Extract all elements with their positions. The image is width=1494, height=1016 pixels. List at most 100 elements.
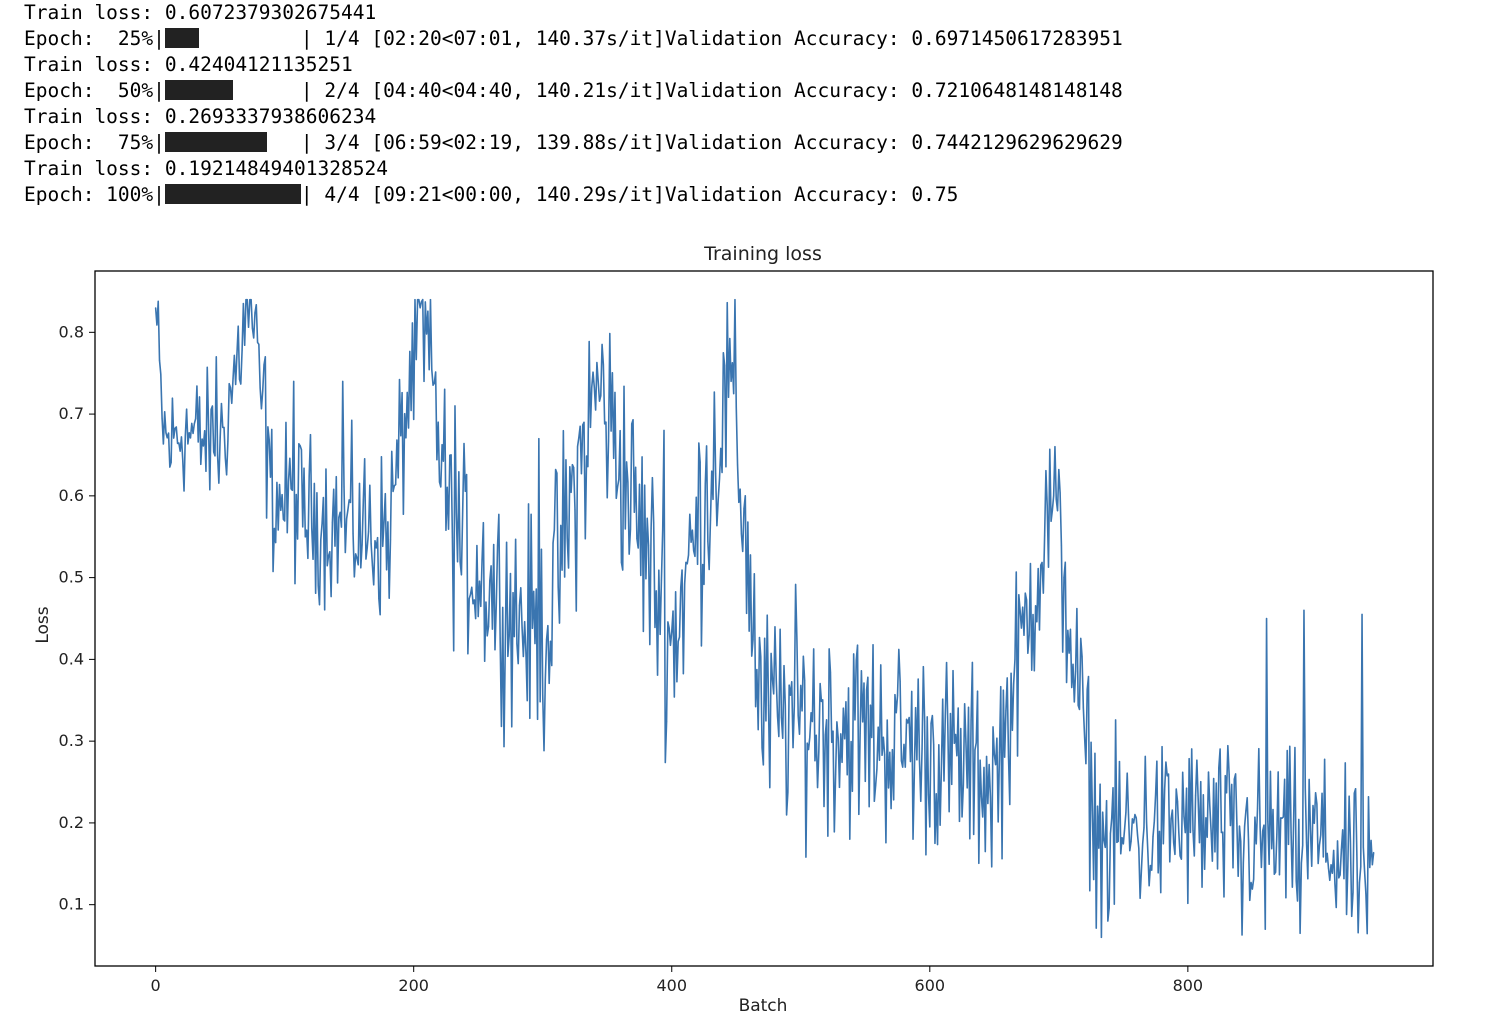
data-point bbox=[1210, 830, 1212, 832]
data-point bbox=[382, 545, 384, 547]
data-point bbox=[374, 540, 376, 542]
data-point bbox=[912, 838, 914, 840]
data-point bbox=[587, 466, 589, 468]
data-point bbox=[507, 655, 509, 657]
data-point bbox=[637, 547, 639, 549]
data-point bbox=[605, 421, 607, 423]
data-point bbox=[875, 785, 877, 787]
data-point bbox=[618, 478, 620, 481]
data-point bbox=[338, 516, 340, 518]
data-point bbox=[317, 585, 319, 587]
data-point bbox=[1345, 913, 1348, 916]
data-point bbox=[226, 474, 228, 476]
data-point bbox=[846, 774, 848, 776]
y-tick-label: 0.6 bbox=[59, 486, 84, 505]
data-point bbox=[567, 567, 570, 569]
data-point bbox=[838, 786, 841, 788]
data-point bbox=[347, 509, 349, 511]
data-point bbox=[933, 744, 935, 746]
data-point bbox=[272, 570, 274, 573]
data-point bbox=[935, 793, 937, 795]
data-point bbox=[1234, 773, 1237, 775]
epoch-progress-line: Epoch: 75%| | 3/4 [06:59<02:19, 139.88s/i… bbox=[24, 130, 1123, 156]
data-point bbox=[1131, 818, 1133, 820]
data-point bbox=[425, 333, 428, 335]
data-point bbox=[804, 679, 806, 682]
data-point bbox=[558, 622, 561, 624]
data-point bbox=[1188, 758, 1190, 760]
data-point bbox=[1102, 811, 1104, 813]
data-point bbox=[155, 307, 157, 309]
data-point bbox=[524, 621, 526, 623]
data-point bbox=[1268, 863, 1270, 865]
data-point bbox=[1078, 708, 1081, 711]
data-point bbox=[441, 444, 443, 446]
data-point bbox=[1205, 817, 1207, 819]
data-point bbox=[735, 406, 737, 408]
data-point bbox=[432, 384, 434, 386]
data-point bbox=[904, 766, 906, 768]
data-point bbox=[1349, 840, 1352, 842]
data-point bbox=[433, 382, 435, 384]
data-point bbox=[796, 638, 798, 640]
data-point bbox=[1060, 544, 1063, 546]
data-point bbox=[1249, 899, 1251, 901]
data-point bbox=[1258, 748, 1260, 750]
data-point bbox=[602, 363, 604, 366]
data-point bbox=[1296, 900, 1299, 902]
data-point bbox=[929, 826, 931, 828]
data-point bbox=[635, 466, 637, 468]
data-point bbox=[534, 642, 536, 645]
data-point bbox=[576, 445, 579, 448]
data-point bbox=[1312, 804, 1314, 807]
data-point bbox=[934, 842, 936, 844]
data-point bbox=[689, 513, 691, 515]
data-point bbox=[1351, 915, 1353, 917]
data-point bbox=[1280, 817, 1282, 819]
data-point bbox=[216, 454, 219, 456]
data-point bbox=[831, 741, 833, 743]
data-point bbox=[206, 366, 208, 368]
data-point bbox=[353, 576, 355, 578]
data-point bbox=[211, 405, 214, 407]
data-point bbox=[1118, 760, 1121, 763]
data-point bbox=[1241, 934, 1243, 936]
data-point bbox=[406, 391, 408, 394]
data-point bbox=[169, 466, 171, 468]
data-point bbox=[1308, 778, 1310, 781]
data-point bbox=[1077, 704, 1079, 706]
data-point bbox=[727, 396, 730, 398]
data-point bbox=[1173, 842, 1175, 844]
data-point bbox=[1094, 752, 1096, 754]
data-point bbox=[303, 467, 305, 469]
data-point bbox=[598, 400, 601, 402]
data-point bbox=[769, 786, 771, 789]
data-point bbox=[997, 821, 999, 823]
data-point bbox=[404, 413, 406, 415]
x-tick-label: 400 bbox=[656, 976, 687, 995]
data-point bbox=[1224, 775, 1226, 777]
data-point bbox=[437, 421, 439, 423]
data-point bbox=[518, 604, 521, 606]
data-point bbox=[1098, 847, 1100, 849]
data-point bbox=[455, 512, 457, 514]
data-point bbox=[1034, 605, 1037, 607]
data-point bbox=[1318, 844, 1321, 846]
data-point bbox=[235, 383, 237, 386]
data-point bbox=[1058, 468, 1060, 471]
train-loss-text: Train loss: 0.2693337938606234 bbox=[24, 105, 377, 128]
data-point bbox=[1327, 867, 1330, 869]
data-point bbox=[693, 550, 695, 552]
data-point bbox=[244, 344, 246, 346]
epoch-progress-line: Epoch: 50%| | 2/4 [04:40<04:40, 140.21s/i… bbox=[24, 78, 1123, 104]
data-point bbox=[1170, 818, 1172, 820]
data-point bbox=[513, 635, 515, 638]
data-point bbox=[715, 472, 717, 475]
data-point bbox=[1333, 849, 1335, 852]
data-point bbox=[1370, 839, 1372, 842]
data-point bbox=[627, 481, 629, 483]
data-point bbox=[1316, 803, 1318, 805]
data-point bbox=[1250, 881, 1252, 884]
data-point bbox=[654, 626, 656, 629]
data-point bbox=[662, 529, 664, 531]
